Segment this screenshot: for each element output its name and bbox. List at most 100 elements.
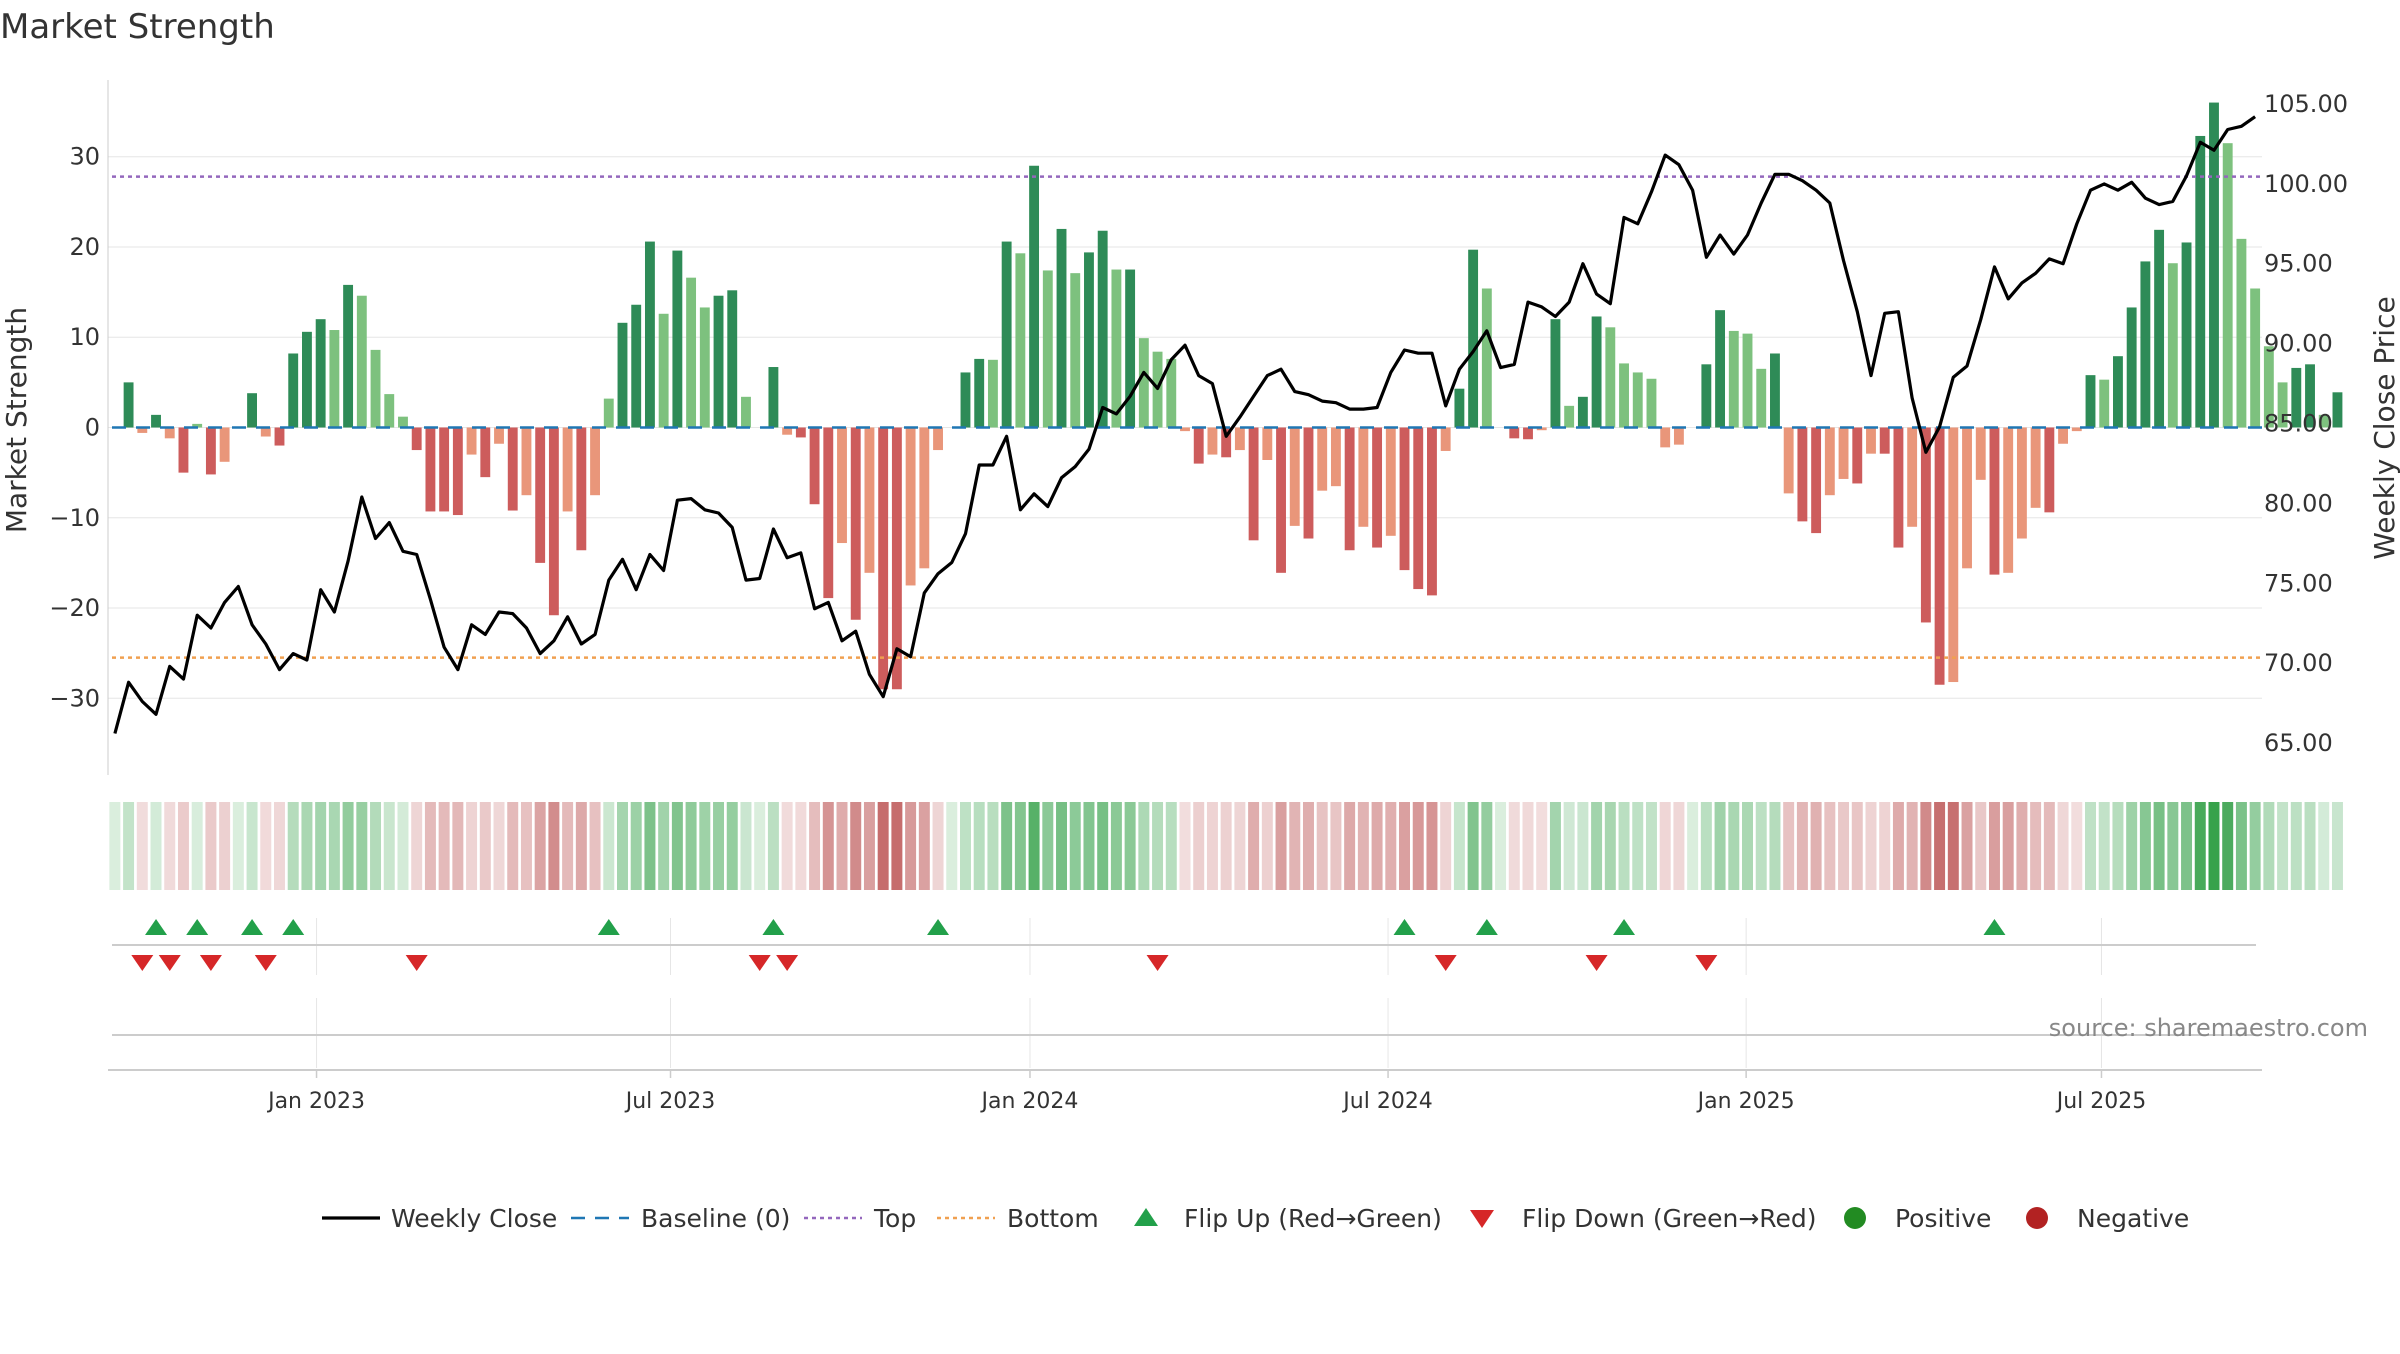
- strength-bar: [2044, 427, 2055, 513]
- y-tick-label: −10: [49, 504, 100, 532]
- strength-bar: [1879, 427, 1890, 454]
- strength-bar: [1234, 427, 1245, 451]
- heat-cell: [301, 802, 313, 890]
- heat-cell: [562, 802, 574, 890]
- strength-bar: [1248, 427, 1259, 541]
- x-tick-label: Jul 2023: [624, 1089, 716, 1114]
- heat-cell: [164, 802, 176, 890]
- heat-cell: [1879, 802, 1891, 890]
- heat-cell: [2277, 802, 2289, 890]
- y2-tick-label: 90.00: [2264, 330, 2333, 358]
- heat-cell: [617, 802, 628, 890]
- heat-cell: [685, 802, 697, 890]
- heat-cell: [630, 802, 642, 890]
- heat-cell: [2139, 802, 2151, 890]
- heat-cell: [1728, 802, 1740, 890]
- strength-bar: [617, 322, 628, 428]
- heat-cell: [1769, 802, 1781, 890]
- strength-bar: [1262, 427, 1273, 460]
- heat-cell: [603, 802, 615, 890]
- heat-cell: [1275, 802, 1287, 890]
- y2-tick-label: 100.00: [2264, 170, 2348, 198]
- flip-up-marker: [597, 919, 620, 935]
- heat-cell: [246, 802, 258, 890]
- strength-bar: [548, 427, 559, 616]
- strength-bar: [315, 319, 326, 428]
- heat-cell: [1714, 802, 1726, 890]
- legend-negative-label: Negative: [2077, 1204, 2189, 1233]
- heat-cell: [1563, 802, 1575, 890]
- heat-cell: [2235, 802, 2247, 890]
- heat-cell: [658, 802, 670, 890]
- flip-up-marker: [241, 919, 264, 935]
- strength-bar: [1193, 427, 1204, 464]
- strength-bar: [1783, 427, 1794, 494]
- heat-cell: [1604, 802, 1616, 890]
- strength-bar: [1481, 288, 1492, 428]
- strength-bar: [1934, 427, 1945, 685]
- heat-cell: [781, 802, 793, 890]
- heat-cell: [740, 802, 752, 890]
- source-label: source: sharemaestro.com: [2049, 1014, 2368, 1042]
- strength-bar: [1097, 230, 1108, 428]
- heat-cell: [123, 802, 135, 890]
- heat-cell: [219, 802, 231, 890]
- heat-cell: [191, 802, 203, 890]
- strength-bars: [123, 102, 2343, 690]
- strength-bar: [1632, 372, 1643, 428]
- flip-down-marker: [131, 955, 154, 971]
- heat-cell: [973, 802, 985, 890]
- x-tick-label: Jan 2025: [1696, 1089, 1795, 1114]
- strength-bar: [2332, 392, 2343, 428]
- strength-bar: [919, 427, 930, 569]
- heat-cell: [2222, 802, 2234, 890]
- heat-cell: [2126, 802, 2138, 890]
- heat-cell: [2290, 802, 2302, 890]
- flip-up-marker: [927, 919, 950, 935]
- strength-bar: [631, 304, 642, 428]
- heat-cell: [2304, 802, 2316, 890]
- strength-bar: [521, 427, 532, 496]
- heat-cell: [891, 802, 903, 890]
- heat-cell: [2181, 802, 2193, 890]
- reference-lines: [112, 175, 2262, 659]
- heat-cell: [863, 802, 875, 890]
- flip-down-marker: [158, 955, 181, 971]
- strength-bar: [1866, 427, 1876, 454]
- heat-cell: [1934, 802, 1946, 890]
- heat-cell: [260, 802, 272, 890]
- strength-bar: [891, 427, 902, 690]
- y-tick-label: 30: [69, 143, 100, 171]
- heat-cell: [232, 802, 244, 890]
- strength-bar: [1728, 330, 1739, 428]
- heat-cell: [2071, 802, 2083, 890]
- axes: −30 −20 −10 0 10 20 30 65.00 70.00 75.00 80.00 85.0…: [0, 80, 2400, 775]
- heat-cell: [177, 802, 189, 890]
- heat-cell: [1179, 802, 1191, 890]
- strength-bar: [1989, 427, 2000, 575]
- strength-bar: [1454, 388, 1465, 428]
- strength-bar: [1811, 427, 1822, 534]
- strength-bar: [2126, 307, 2137, 428]
- legend-weekly-close-label: Weekly Close: [391, 1204, 557, 1233]
- heat-cell: [136, 802, 148, 890]
- strength-bar: [2209, 102, 2219, 428]
- strength-bar: [384, 394, 395, 428]
- heat-cell: [411, 802, 423, 890]
- heat-cell: [1742, 802, 1753, 890]
- heat-cell: [987, 802, 999, 890]
- strength-bar: [823, 427, 834, 599]
- heat-cell: [1810, 802, 1822, 890]
- strength-bar: [288, 353, 299, 428]
- strength-bar: [713, 295, 724, 428]
- heat-cell: [2263, 802, 2275, 890]
- heat-cell: [1110, 802, 1122, 890]
- strength-bar: [1138, 338, 1149, 428]
- legend-flip-down-icon: [1470, 1210, 1494, 1228]
- y-tick-label: 20: [69, 233, 100, 261]
- strength-bar: [260, 427, 271, 437]
- heat-cell: [699, 802, 711, 890]
- heat-cell: [1330, 802, 1342, 890]
- heat-cell: [754, 802, 766, 890]
